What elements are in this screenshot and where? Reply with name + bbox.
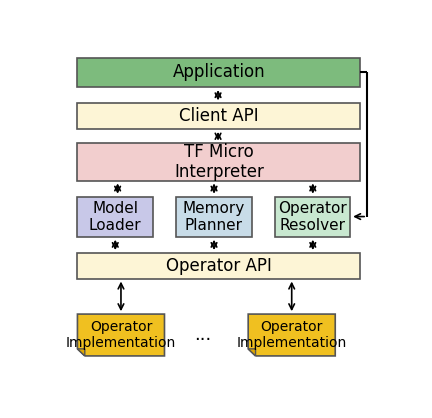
- Text: Application: Application: [172, 64, 265, 82]
- FancyBboxPatch shape: [275, 196, 350, 237]
- Text: ...: ...: [194, 326, 212, 344]
- Text: Client API: Client API: [179, 107, 259, 125]
- PathPatch shape: [77, 314, 165, 356]
- PathPatch shape: [77, 349, 85, 356]
- FancyBboxPatch shape: [77, 103, 360, 129]
- FancyBboxPatch shape: [77, 143, 360, 181]
- Text: Operator
Implementation: Operator Implementation: [237, 320, 347, 350]
- Text: Operator
Implementation: Operator Implementation: [66, 320, 176, 350]
- PathPatch shape: [248, 314, 335, 356]
- PathPatch shape: [248, 349, 256, 356]
- Text: Memory
Planner: Memory Planner: [183, 201, 245, 233]
- FancyBboxPatch shape: [176, 196, 251, 237]
- FancyBboxPatch shape: [77, 253, 360, 279]
- Text: Operator
Resolver: Operator Resolver: [278, 201, 347, 233]
- Text: Model
Loader: Model Loader: [89, 201, 141, 233]
- Text: TF Micro
Interpreter: TF Micro Interpreter: [174, 143, 264, 181]
- Text: Operator API: Operator API: [166, 257, 272, 275]
- FancyBboxPatch shape: [77, 58, 360, 87]
- FancyBboxPatch shape: [77, 196, 153, 237]
